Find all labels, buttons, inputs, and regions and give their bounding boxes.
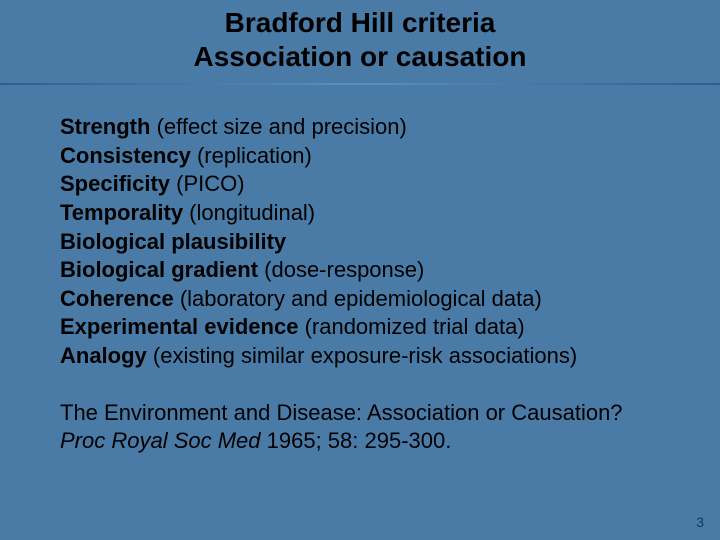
criteria-term: Temporality xyxy=(60,200,183,225)
slide-title-block: Bradford Hill criteria Association or ca… xyxy=(0,0,720,79)
criteria-item: Specificity (PICO) xyxy=(60,170,660,199)
criteria-term: Specificity xyxy=(60,171,170,196)
criteria-term: Experimental evidence xyxy=(60,314,298,339)
criteria-item: Analogy (existing similar exposure-risk … xyxy=(60,342,660,371)
criteria-term: Coherence xyxy=(60,286,174,311)
reference-prefix: The Environment and Disease: Association… xyxy=(60,400,623,425)
criteria-term: Consistency xyxy=(60,143,191,168)
criteria-desc: (laboratory and epidemiological data) xyxy=(174,286,542,311)
criteria-list: Strength (effect size and precision) Con… xyxy=(60,113,660,370)
title-line-1: Bradford Hill criteria xyxy=(0,6,720,40)
criteria-item: Temporality (longitudinal) xyxy=(60,199,660,228)
title-line-2: Association or causation xyxy=(0,40,720,74)
criteria-desc: (replication) xyxy=(191,143,312,168)
criteria-item: Strength (effect size and precision) xyxy=(60,113,660,142)
criteria-desc: (PICO) xyxy=(170,171,245,196)
criteria-desc: (dose-response) xyxy=(258,257,424,282)
page-number: 3 xyxy=(696,514,704,530)
reference-journal: Proc Royal Soc Med xyxy=(60,428,261,453)
criteria-desc: (existing similar exposure-risk associat… xyxy=(147,343,577,368)
criteria-desc: (randomized trial data) xyxy=(298,314,524,339)
slide-body: Strength (effect size and precision) Con… xyxy=(0,85,720,456)
criteria-item: Biological plausibility xyxy=(60,228,660,257)
reference-suffix: 1965; 58: 295-300. xyxy=(261,428,452,453)
criteria-term: Biological gradient xyxy=(60,257,258,282)
reference-citation: The Environment and Disease: Association… xyxy=(60,399,660,456)
criteria-item: Biological gradient (dose-response) xyxy=(60,256,660,285)
criteria-term: Analogy xyxy=(60,343,147,368)
criteria-item: Experimental evidence (randomized trial … xyxy=(60,313,660,342)
criteria-desc: (longitudinal) xyxy=(183,200,315,225)
criteria-item: Coherence (laboratory and epidemiologica… xyxy=(60,285,660,314)
criteria-desc: (effect size and precision) xyxy=(150,114,406,139)
criteria-term: Biological plausibility xyxy=(60,229,286,254)
criteria-item: Consistency (replication) xyxy=(60,142,660,171)
criteria-term: Strength xyxy=(60,114,150,139)
